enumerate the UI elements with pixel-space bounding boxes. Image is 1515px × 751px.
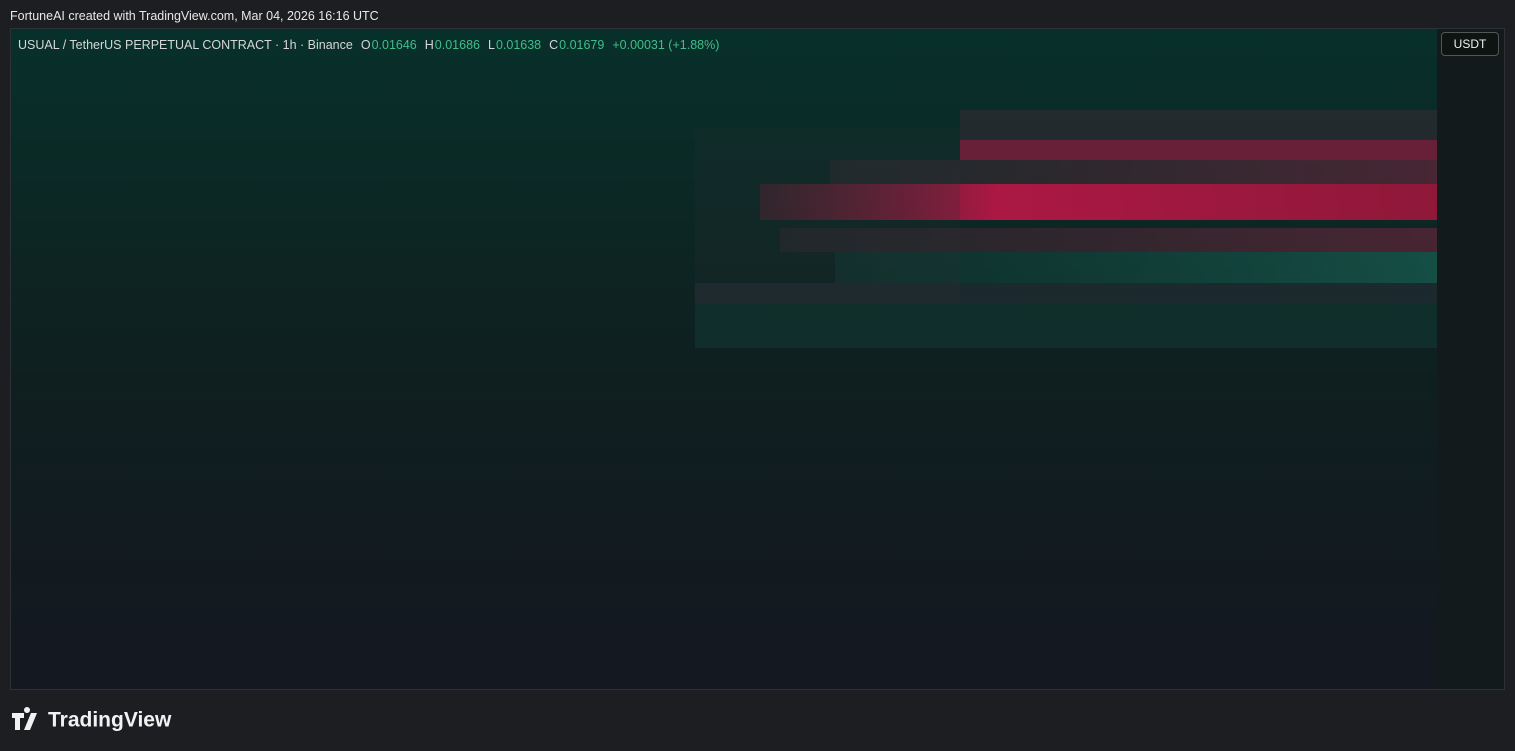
ohlc-value: 0.01638 <box>495 38 542 52</box>
ohlc-value: 0.01679 <box>559 38 605 52</box>
heat-zone <box>835 252 1437 283</box>
heat-zone <box>780 228 1437 252</box>
ohlc-value: 0.01686 <box>434 38 480 52</box>
heat-zone <box>830 160 1437 184</box>
heat-zone <box>960 140 1437 160</box>
legend: USUAL / TetherUS PERPETUAL CONTRACT · 1h… <box>18 38 719 52</box>
ohlc-letter: L <box>487 38 495 52</box>
liquidity-heatmap <box>695 110 1437 348</box>
ohlc-letter: C <box>549 38 559 52</box>
brand-logo: TradingView <box>12 706 172 732</box>
change: +0.00031 (+1.88%) <box>612 38 720 52</box>
price-axis-background <box>1437 29 1504 689</box>
heat-zone <box>760 184 1437 220</box>
ohlc-value: 0.01646 <box>371 38 417 52</box>
heat-zone <box>695 128 960 304</box>
ohlc-letter: O <box>360 38 371 52</box>
brand-name: TradingView <box>48 709 172 732</box>
attribution: FortuneAI created with TradingView.com, … <box>10 9 379 23</box>
heat-zone <box>695 304 1437 348</box>
brand-icon <box>12 706 37 730</box>
currency-button[interactable]: USDT <box>1441 32 1499 56</box>
ohlc-letter: H <box>424 38 434 52</box>
time-axis-background <box>11 665 1437 689</box>
heat-zone <box>960 110 1437 140</box>
chart-panel <box>10 28 1505 690</box>
heat-zone <box>695 283 1437 304</box>
symbol: USUAL / TetherUS PERPETUAL CONTRACT · 1h… <box>18 38 353 52</box>
